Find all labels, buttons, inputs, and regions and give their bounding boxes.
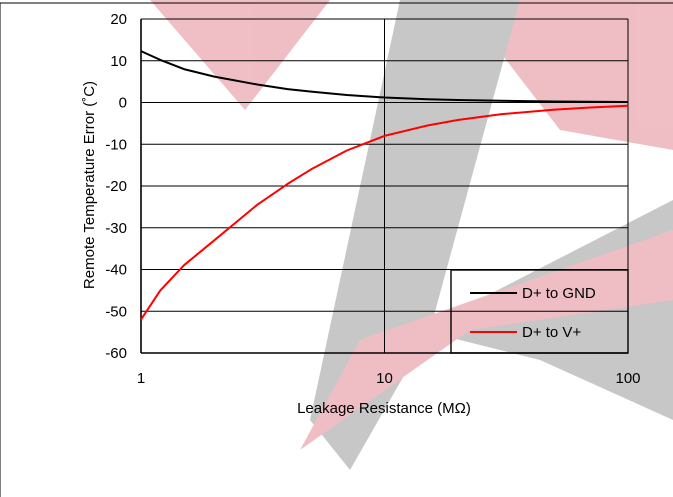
series-line-d-plus-to-gnd bbox=[140, 50, 629, 103]
x-tick-label: 100 bbox=[615, 370, 640, 387]
y-tick-label: -20 bbox=[105, 178, 127, 195]
y-tick-label: -10 bbox=[105, 136, 127, 153]
y-tick-label: -30 bbox=[105, 220, 127, 237]
legend-box bbox=[450, 269, 629, 354]
y-tick-label: 20 bbox=[110, 11, 127, 28]
legend-label: D+ to GND bbox=[522, 285, 596, 302]
x-tick-label: 10 bbox=[376, 370, 393, 387]
y-tick-label: -50 bbox=[105, 303, 127, 320]
x-axis-label: Leakage Resistance (MΩ) bbox=[297, 400, 471, 417]
x-tick-label: 1 bbox=[137, 370, 145, 387]
y-tick-label: 10 bbox=[110, 53, 127, 70]
y-tick-label: -40 bbox=[105, 262, 127, 279]
series-line-d-plus-to-v-plus bbox=[140, 104, 629, 321]
legend-label: D+ to V+ bbox=[522, 324, 581, 341]
y-axis-label: Remote Temperature Error (˚C) bbox=[81, 81, 98, 289]
legend: D+ to GND D+ to V+ bbox=[450, 269, 629, 354]
y-tick-label: -60 bbox=[105, 345, 127, 362]
y-tick-label: 0 bbox=[119, 95, 127, 112]
